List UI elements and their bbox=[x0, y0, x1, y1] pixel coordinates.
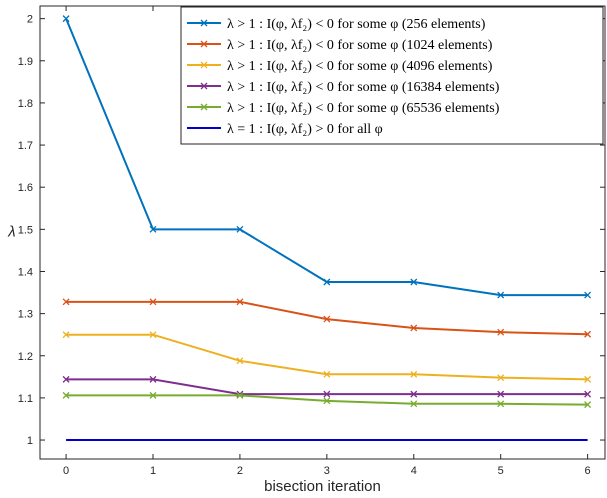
series-5 bbox=[62, 391, 592, 409]
series-2 bbox=[62, 298, 592, 338]
y-tick-label: 1.1 bbox=[18, 393, 33, 405]
y-tick-label: 2 bbox=[27, 14, 33, 26]
legend-label: λ = 1 : I(φ, λf₂) > 0 for all φ bbox=[227, 122, 383, 137]
legend-item: λ = 1 : I(φ, λf₂) > 0 for all φ bbox=[187, 122, 383, 137]
data-point-marker bbox=[62, 298, 70, 306]
data-point-marker bbox=[149, 375, 157, 383]
y-tick-label: 1.3 bbox=[18, 309, 33, 321]
data-point-marker bbox=[584, 330, 592, 338]
series-1 bbox=[62, 15, 592, 299]
plot-series bbox=[62, 15, 592, 442]
data-point-marker bbox=[410, 370, 418, 378]
data-point-marker bbox=[497, 374, 505, 382]
y-tick-label: 1.8 bbox=[18, 98, 33, 110]
y-tick-label: 1.6 bbox=[18, 182, 33, 194]
data-point-marker bbox=[236, 298, 244, 306]
data-point-marker bbox=[236, 391, 244, 399]
legend-item: λ > 1 : I(φ, λf₂) < 0 for some φ (4096 e… bbox=[187, 59, 493, 74]
data-point-marker bbox=[62, 375, 70, 383]
y-tick-label: 1.2 bbox=[18, 351, 33, 363]
data-point-marker bbox=[584, 375, 592, 383]
data-point-marker bbox=[149, 225, 157, 233]
x-tick-label: 3 bbox=[324, 465, 330, 477]
x-tick-label: 6 bbox=[585, 465, 591, 477]
y-tick-label: 1.5 bbox=[18, 224, 33, 236]
data-point-marker bbox=[149, 331, 157, 339]
series-line bbox=[66, 333, 588, 381]
legend-label: λ > 1 : I(φ, λf₂) < 0 for some φ (256 el… bbox=[227, 17, 486, 32]
y-tick-label: 1.7 bbox=[18, 140, 33, 152]
data-point-marker bbox=[62, 331, 70, 339]
data-point-marker bbox=[410, 400, 418, 408]
x-axis-label: bisection iteration bbox=[264, 478, 381, 495]
data-point-marker bbox=[584, 390, 592, 398]
data-point-marker bbox=[497, 400, 505, 408]
legend-marker bbox=[200, 82, 208, 90]
data-point-marker bbox=[497, 328, 505, 336]
series-4 bbox=[62, 375, 592, 398]
data-point-marker bbox=[149, 298, 157, 306]
x-tick-label: 5 bbox=[498, 465, 504, 477]
x-tick-label: 0 bbox=[63, 465, 69, 477]
legend-item: λ > 1 : I(φ, λf₂) < 0 for some φ (16384 … bbox=[187, 80, 500, 95]
series-line bbox=[66, 300, 588, 336]
legend-marker bbox=[200, 40, 208, 48]
legend-item: λ > 1 : I(φ, λf₂) < 0 for some φ (256 el… bbox=[187, 17, 486, 32]
data-point-marker bbox=[584, 291, 592, 299]
legend-marker bbox=[200, 103, 208, 111]
data-point-marker bbox=[236, 225, 244, 233]
x-tick-label: 4 bbox=[411, 465, 417, 477]
legend: λ > 1 : I(φ, λf₂) < 0 for some φ (256 el… bbox=[180, 6, 604, 145]
legend-label: λ > 1 : I(φ, λf₂) < 0 for some φ (16384 … bbox=[227, 80, 500, 95]
data-point-marker bbox=[323, 390, 331, 398]
legend-item: λ > 1 : I(φ, λf₂) < 0 for some φ (65536 … bbox=[187, 101, 500, 116]
data-point-marker bbox=[584, 401, 592, 409]
legend-item: λ > 1 : I(φ, λf₂) < 0 for some φ (1024 e… bbox=[187, 38, 493, 53]
data-point-marker bbox=[236, 357, 244, 365]
x-tick-label: 2 bbox=[237, 465, 243, 477]
data-point-marker bbox=[497, 390, 505, 398]
legend-label: λ > 1 : I(φ, λf₂) < 0 for some φ (1024 e… bbox=[227, 38, 493, 53]
series-line bbox=[66, 378, 588, 396]
data-point-marker bbox=[149, 391, 157, 399]
legend-marker bbox=[200, 19, 208, 27]
data-point-marker bbox=[497, 291, 505, 299]
legend-label: λ > 1 : I(φ, λf₂) < 0 for some φ (65536 … bbox=[227, 101, 500, 116]
y-tick-label: 1 bbox=[27, 435, 33, 447]
data-point-marker bbox=[323, 397, 331, 405]
series-3 bbox=[62, 331, 592, 383]
plot-axes bbox=[39, 5, 606, 460]
data-point-marker bbox=[323, 370, 331, 378]
legend-box bbox=[180, 6, 604, 145]
legend-marker bbox=[200, 61, 208, 69]
data-point-marker bbox=[410, 390, 418, 398]
y-tick-label: 1.9 bbox=[18, 56, 33, 68]
data-point-marker bbox=[410, 278, 418, 286]
axes-box bbox=[39, 5, 606, 460]
y-axis-ticks: 1 1.1 1.2 1.3 1.4 1.5 1.6 1.7 1.8 1.9 2 bbox=[18, 14, 605, 447]
y-axis-label: λ bbox=[7, 224, 15, 241]
data-point-marker bbox=[62, 391, 70, 399]
x-tick-label: 1 bbox=[150, 465, 156, 477]
data-point-marker bbox=[323, 315, 331, 323]
y-tick-label: 1.4 bbox=[18, 266, 33, 278]
legend-label: λ > 1 : I(φ, λf₂) < 0 for some φ (4096 e… bbox=[227, 59, 493, 74]
data-point-marker bbox=[410, 324, 418, 332]
data-point-marker bbox=[323, 278, 331, 286]
data-point-marker bbox=[62, 15, 70, 23]
